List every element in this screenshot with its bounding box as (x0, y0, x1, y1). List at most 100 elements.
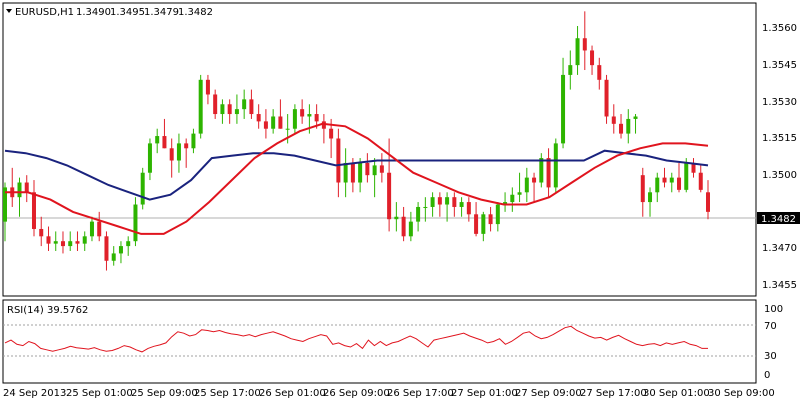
candle-body (249, 99, 254, 115)
candle (648, 187, 653, 217)
candle (358, 158, 363, 193)
x-tick-label: 30 Sep 01:00 (643, 388, 710, 399)
candle (510, 187, 515, 212)
candle-body (118, 246, 123, 254)
candle-body (524, 177, 529, 193)
candle (126, 236, 131, 256)
symbol-dropdown-icon[interactable] (6, 9, 12, 13)
current-price-tag (757, 212, 800, 224)
candle-body (517, 192, 522, 195)
candle-body (205, 79, 210, 95)
candle-body (691, 162, 696, 173)
candle (590, 45, 595, 75)
candle (249, 89, 254, 119)
header-ohlc-open: 1.3490 (76, 7, 111, 18)
candle-body (640, 175, 645, 203)
price-tick-label: 1.3560 (762, 23, 797, 34)
candle (133, 197, 138, 247)
candle (423, 197, 428, 222)
candle-body (155, 136, 160, 144)
x-tick-label: 26 Sep 09:00 (323, 388, 390, 399)
candle (452, 192, 457, 217)
candle-body (3, 187, 7, 222)
candle (176, 133, 181, 173)
candle (184, 138, 189, 168)
candle (437, 192, 442, 217)
candle (169, 138, 174, 178)
header-ohlc-close: 1.3482 (178, 7, 213, 18)
candle (140, 167, 145, 210)
candle (495, 202, 500, 232)
candle (147, 138, 152, 181)
candle (379, 153, 384, 183)
rsi-tick-label: 0 (764, 370, 770, 381)
candle (445, 192, 450, 222)
candle-body (503, 202, 508, 205)
candle-body (561, 74, 566, 144)
candle (24, 175, 29, 203)
candle-body (329, 128, 334, 139)
x-tick-label: 26 Sep 01:00 (259, 388, 326, 399)
price-tick-label: 1.3530 (762, 97, 797, 108)
x-tick-label: 25 Sep 17:00 (194, 388, 261, 399)
candle (118, 241, 123, 264)
candle-body (24, 182, 29, 193)
candle (561, 57, 566, 149)
candle (220, 99, 225, 124)
candle (155, 128, 160, 154)
candle (75, 231, 80, 251)
candle (466, 197, 471, 222)
candle (582, 11, 587, 71)
candle-body (597, 65, 602, 80)
candle-body (655, 177, 660, 193)
candle (300, 99, 305, 124)
candle-body (358, 162, 363, 183)
candle (401, 206, 406, 242)
candle-body (437, 197, 442, 205)
candle (691, 158, 696, 178)
candle-body (271, 116, 276, 129)
candle (97, 211, 102, 242)
candle-body (343, 162, 348, 183)
candle (292, 104, 297, 134)
candle (198, 74, 203, 139)
candle-body (104, 236, 109, 261)
x-tick-label: 25 Sep 09:00 (131, 388, 198, 399)
candle-body (256, 114, 261, 122)
x-tick-label: 25 Sep 01:00 (66, 388, 133, 399)
candle-body (648, 192, 653, 203)
moving-averages (4, 122, 709, 235)
x-tick-label: 27 Sep 17:00 (580, 388, 647, 399)
candle (271, 109, 276, 134)
candle (278, 99, 283, 129)
symbol-label: EURUSD,H1 (15, 7, 74, 18)
candle-body (133, 204, 138, 242)
x-tick-label: 27 Sep 09:00 (515, 388, 582, 399)
candle-body (31, 192, 36, 229)
candle-body (111, 253, 116, 261)
candle-body (401, 216, 406, 237)
candle (46, 226, 51, 251)
rsi-line (4, 325, 708, 353)
candle-body (495, 204, 500, 225)
rsi-tick-label: 100 (764, 304, 783, 315)
x-tick-label: 27 Sep 01:00 (451, 388, 518, 399)
candle (430, 192, 435, 217)
candle (575, 26, 580, 75)
candle (314, 104, 319, 129)
candle-body (459, 202, 464, 207)
candle-body (162, 136, 167, 149)
candle-body (575, 38, 580, 66)
candle (611, 104, 616, 134)
candle-body (532, 177, 537, 183)
price-tick-label: 1.3500 (762, 170, 797, 181)
candle-body (39, 228, 44, 237)
x-tick-label: 26 Sep 17:00 (387, 388, 454, 399)
candle (698, 165, 703, 193)
candle (706, 180, 710, 220)
candles (3, 11, 710, 271)
price-tick-label: 1.3455 (762, 280, 797, 291)
candle (655, 172, 660, 203)
candle-body (510, 194, 515, 203)
candle-body (423, 206, 428, 208)
